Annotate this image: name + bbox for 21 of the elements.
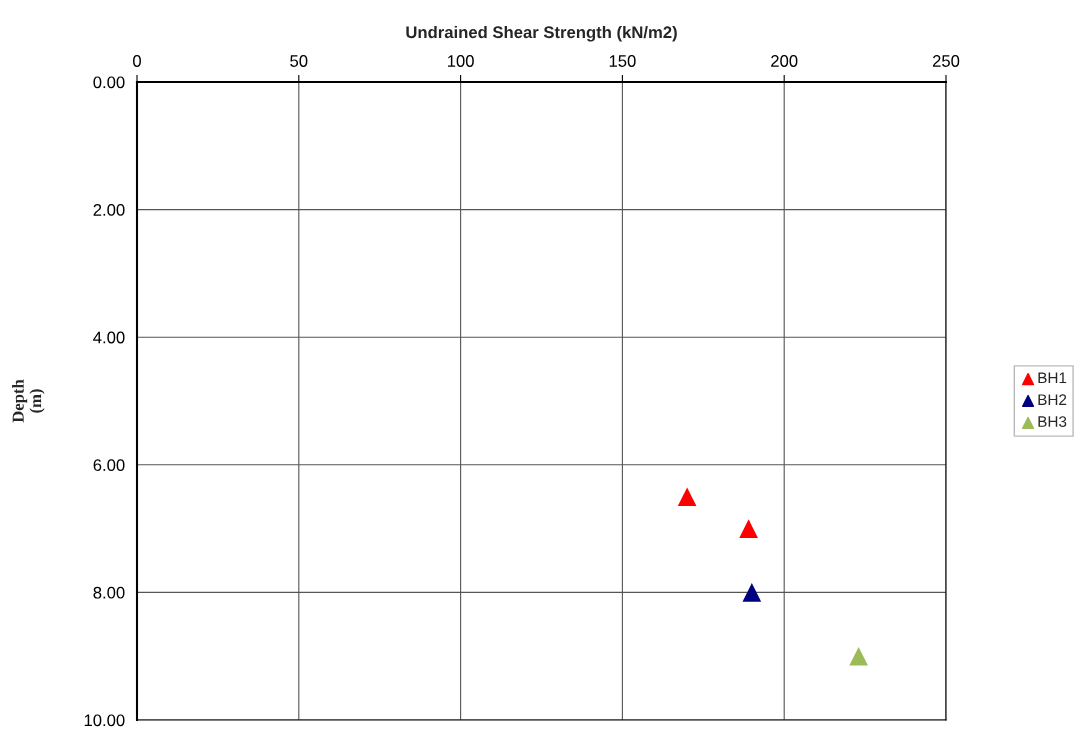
x-tick-label: 100 bbox=[447, 55, 474, 67]
y-tick-label: 8.00 bbox=[93, 586, 125, 599]
x-tick-label: 50 bbox=[290, 55, 308, 67]
x-tick-label: 200 bbox=[771, 55, 798, 67]
y-tick-label: 10.00 bbox=[84, 714, 125, 727]
point bbox=[742, 583, 762, 602]
x-tick-label: 150 bbox=[609, 55, 636, 67]
y-tick-label: 4.00 bbox=[93, 331, 125, 344]
point bbox=[739, 519, 758, 538]
y-tick-label: 6.00 bbox=[93, 459, 125, 471]
y-tick-label: 2.00 bbox=[93, 204, 125, 216]
legend-label: BH2 bbox=[1038, 394, 1067, 405]
x-tick-label: 0 bbox=[133, 55, 141, 67]
y-axis-title: Depth (m) bbox=[12, 379, 45, 423]
x-tick-label: 250 bbox=[932, 55, 960, 67]
legend-label: BH1 bbox=[1038, 372, 1067, 384]
x-axis-title: Undrained Shear Strength (kN/m2) bbox=[406, 25, 677, 42]
point bbox=[677, 487, 697, 507]
y-tick-label: 0.00 bbox=[93, 76, 125, 89]
legend-label: BH3 bbox=[1038, 416, 1067, 427]
point bbox=[849, 646, 868, 666]
